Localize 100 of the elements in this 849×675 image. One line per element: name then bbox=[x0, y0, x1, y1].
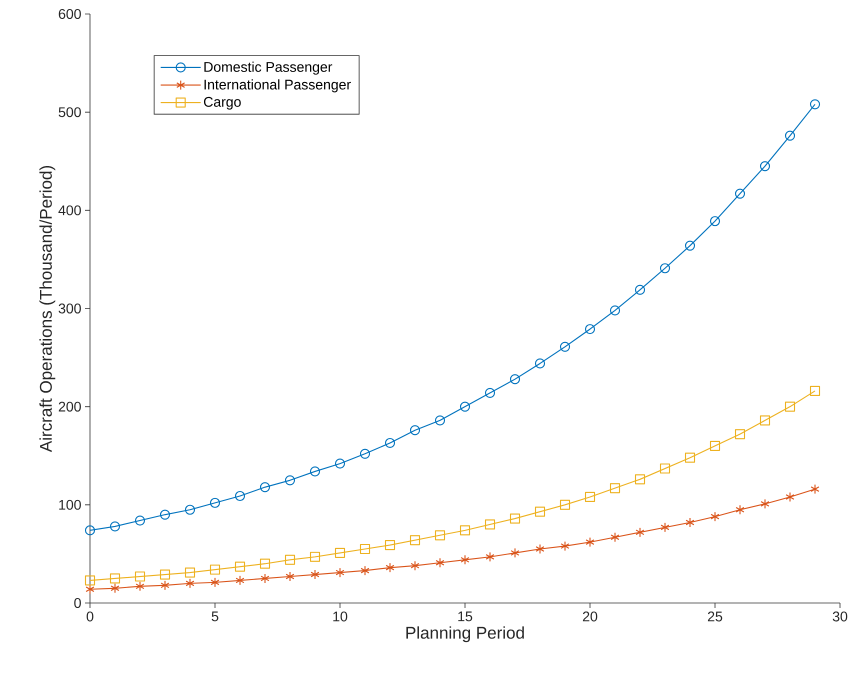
point bbox=[734, 188, 746, 199]
point bbox=[310, 466, 320, 477]
point bbox=[610, 305, 620, 316]
point bbox=[810, 99, 820, 110]
point bbox=[510, 514, 520, 524]
point bbox=[584, 492, 596, 502]
point bbox=[110, 521, 120, 532]
point bbox=[284, 554, 296, 565]
point bbox=[684, 240, 696, 251]
point bbox=[236, 575, 244, 586]
point bbox=[460, 554, 470, 565]
point bbox=[84, 525, 96, 536]
point bbox=[510, 374, 520, 384]
point bbox=[260, 558, 270, 569]
point bbox=[334, 458, 346, 469]
point bbox=[336, 568, 344, 578]
point bbox=[610, 483, 620, 494]
x-tick-label: 5 bbox=[212, 612, 218, 622]
y-tick-label: 500 bbox=[58, 107, 81, 118]
point bbox=[634, 284, 646, 295]
point bbox=[334, 548, 346, 558]
point bbox=[360, 448, 370, 459]
legend-label: Domestic Passenger bbox=[204, 62, 332, 75]
point bbox=[310, 569, 320, 580]
x-tick-label: 0 bbox=[86, 612, 94, 622]
point bbox=[510, 548, 520, 558]
point bbox=[710, 512, 720, 522]
point bbox=[136, 581, 144, 592]
point bbox=[160, 580, 170, 590]
point bbox=[134, 571, 146, 582]
point bbox=[684, 452, 696, 463]
point bbox=[286, 571, 294, 582]
point bbox=[534, 506, 546, 517]
point bbox=[434, 415, 446, 426]
point bbox=[584, 324, 596, 334]
point bbox=[686, 517, 694, 528]
point bbox=[184, 568, 196, 578]
point bbox=[410, 535, 420, 546]
point bbox=[534, 358, 546, 369]
point bbox=[460, 402, 470, 412]
x-axis-title: Planning Period bbox=[406, 626, 524, 642]
point bbox=[736, 504, 744, 515]
point bbox=[260, 482, 270, 492]
point bbox=[410, 425, 420, 436]
point bbox=[760, 161, 770, 172]
point bbox=[810, 484, 820, 494]
point bbox=[710, 440, 720, 451]
point bbox=[486, 552, 494, 562]
point bbox=[234, 562, 246, 572]
legend-label: Cargo bbox=[204, 96, 241, 110]
y-tick-label: 300 bbox=[58, 304, 81, 314]
point bbox=[384, 540, 396, 550]
point bbox=[86, 584, 94, 594]
point bbox=[710, 216, 720, 226]
point bbox=[610, 532, 620, 542]
point bbox=[186, 578, 194, 588]
y-tick-label: 400 bbox=[58, 205, 81, 216]
point bbox=[84, 575, 96, 586]
point bbox=[234, 490, 246, 502]
point bbox=[810, 386, 820, 396]
point bbox=[160, 510, 170, 520]
y-tick-label: 200 bbox=[58, 402, 81, 412]
point bbox=[760, 415, 770, 426]
x-tick-label: 20 bbox=[582, 612, 598, 622]
point bbox=[110, 573, 120, 584]
point bbox=[734, 429, 746, 440]
y-tick-label: 0 bbox=[74, 598, 81, 608]
point bbox=[210, 564, 220, 575]
point bbox=[760, 498, 770, 509]
point bbox=[210, 577, 220, 588]
point bbox=[634, 474, 646, 484]
point bbox=[660, 263, 670, 274]
y-axis-title: Aircraft Operations (Thousand/Period) bbox=[39, 166, 56, 452]
point bbox=[410, 560, 420, 571]
y-tick-label: 100 bbox=[59, 500, 81, 510]
y-tick-label: 600 bbox=[58, 9, 81, 19]
point bbox=[110, 583, 120, 594]
point bbox=[260, 573, 270, 584]
point bbox=[586, 537, 594, 548]
point bbox=[160, 569, 170, 580]
point bbox=[784, 402, 796, 412]
point bbox=[560, 342, 570, 352]
point bbox=[484, 519, 496, 530]
point bbox=[384, 438, 396, 448]
point bbox=[184, 504, 196, 515]
point bbox=[134, 515, 146, 526]
point bbox=[310, 552, 320, 562]
point bbox=[360, 566, 370, 576]
point bbox=[560, 541, 570, 552]
point bbox=[484, 388, 496, 398]
x-tick-label: 10 bbox=[333, 612, 348, 622]
point bbox=[636, 527, 644, 538]
point bbox=[784, 130, 796, 141]
point bbox=[360, 544, 370, 554]
point bbox=[386, 562, 394, 573]
point bbox=[460, 525, 470, 536]
x-tick-label: 25 bbox=[708, 612, 722, 622]
point bbox=[560, 500, 570, 510]
point bbox=[786, 492, 794, 502]
x-tick-label: 15 bbox=[458, 612, 472, 622]
